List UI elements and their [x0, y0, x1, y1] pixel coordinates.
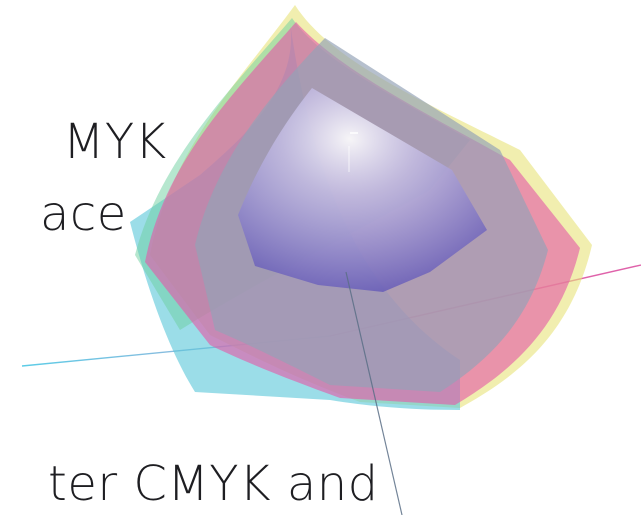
- caption-line-1: MYK: [63, 114, 167, 170]
- caption-line-3: ter CMYK and: [48, 456, 379, 512]
- axis-gray-line: [345, 271, 403, 515]
- inner-gamut-shape: [238, 88, 487, 292]
- caption-line-2: ace: [40, 186, 127, 242]
